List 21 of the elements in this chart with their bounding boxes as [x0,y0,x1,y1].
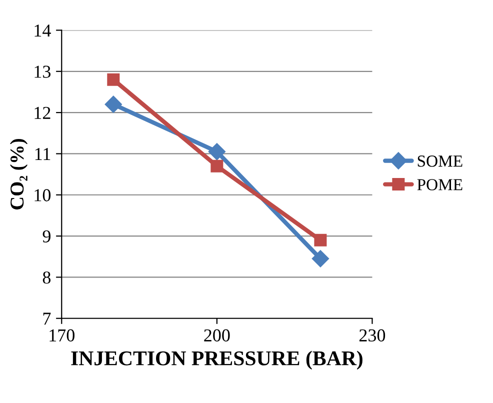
x-tick-label: 230 [359,329,386,342]
x-tick-label: 200 [204,329,230,342]
x-tick-label: 170 [50,329,74,342]
point [312,250,329,268]
point [208,143,226,160]
point [104,96,122,113]
point [107,73,120,86]
x-axis-title: INJECTION PRESSURE (BAR) [71,350,362,370]
y-tick-label: 12 [34,106,50,119]
y-tick-label: 10 [34,189,51,202]
y-tick-label: 14 [34,24,51,36]
y-tick-label: 9 [42,230,50,242]
y-tick-label: 13 [34,66,51,78]
legend-label: SOME [418,156,462,167]
legend-label: POME [417,179,462,190]
point [210,160,224,172]
point [314,234,327,246]
y-tick-label: 11 [35,148,50,160]
y-tick-label: 8 [42,271,51,284]
y-axis-title: CO₂ (%) [10,139,28,210]
y-tick-label: 7 [43,312,51,325]
